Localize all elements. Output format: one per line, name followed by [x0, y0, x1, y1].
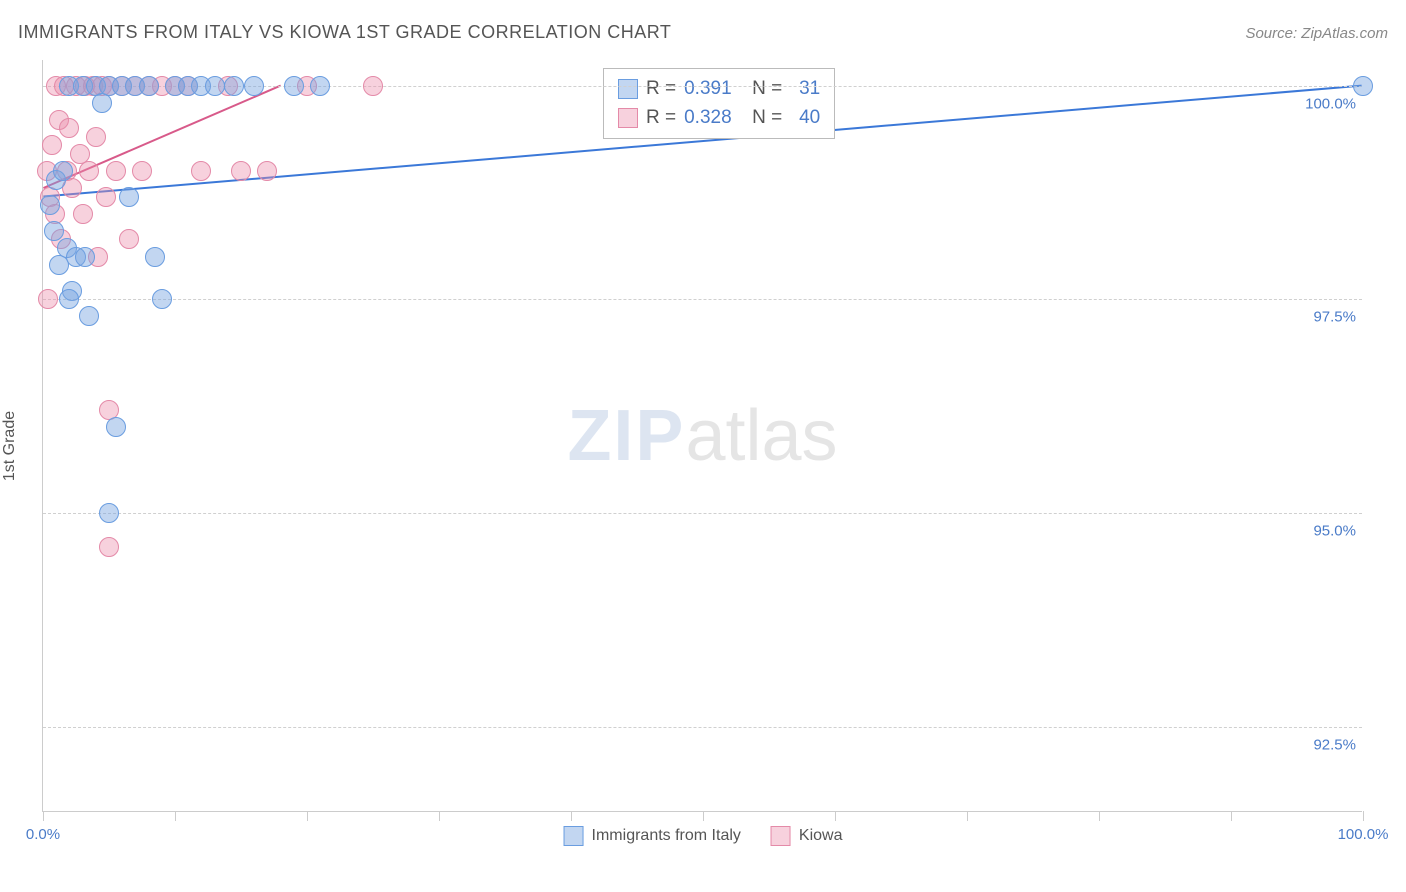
data-point: [99, 537, 119, 557]
stat-r-value: 0.391: [684, 75, 744, 104]
x-tick: [571, 811, 572, 821]
x-tick: [307, 811, 308, 821]
data-point: [86, 127, 106, 147]
stats-legend-row: R = 0.391 N = 31: [618, 75, 820, 104]
x-tick: [439, 811, 440, 821]
legend-swatch: [618, 108, 638, 128]
data-point: [44, 221, 64, 241]
data-point: [191, 161, 211, 181]
stat-n-value: 31: [790, 75, 820, 104]
data-point: [244, 76, 264, 96]
data-point: [99, 503, 119, 523]
legend-item: Kiowa: [771, 826, 843, 846]
data-point: [73, 204, 93, 224]
watermark: ZIPatlas: [567, 395, 837, 477]
x-tick: [835, 811, 836, 821]
stat-r-label: R =: [646, 104, 676, 133]
legend-label: Immigrants from Italy: [592, 827, 741, 845]
legend-item: Immigrants from Italy: [564, 826, 741, 846]
data-point: [119, 229, 139, 249]
data-point: [96, 187, 116, 207]
data-point: [38, 289, 58, 309]
data-point: [59, 289, 79, 309]
data-point: [79, 306, 99, 326]
gridline: [43, 727, 1362, 728]
stats-legend: R = 0.391 N = 31 R = 0.328 N = 40: [603, 68, 835, 139]
legend-swatch: [564, 826, 584, 846]
legend-label: Kiowa: [799, 827, 843, 845]
data-point: [139, 76, 159, 96]
gridline: [43, 299, 1362, 300]
data-point: [1353, 76, 1373, 96]
x-tick: [967, 811, 968, 821]
legend-swatch: [618, 79, 638, 99]
data-point: [132, 161, 152, 181]
data-point: [257, 161, 277, 181]
watermark-part2: atlas: [685, 396, 837, 476]
x-tick: [1231, 811, 1232, 821]
chart-title: IMMIGRANTS FROM ITALY VS KIOWA 1ST GRADE…: [18, 22, 671, 43]
data-point: [119, 187, 139, 207]
data-point: [152, 289, 172, 309]
data-point: [42, 135, 62, 155]
x-tick: [43, 811, 44, 821]
x-tick: [703, 811, 704, 821]
stat-r-label: R =: [646, 75, 676, 104]
data-point: [106, 161, 126, 181]
data-point: [106, 417, 126, 437]
data-point: [145, 247, 165, 267]
y-tick-label: 100.0%: [1305, 95, 1356, 112]
x-tick-label: 100.0%: [1338, 826, 1389, 843]
stat-n-label: N =: [752, 104, 782, 133]
y-tick-label: 97.5%: [1313, 309, 1356, 326]
gridline: [43, 513, 1362, 514]
stat-n-label: N =: [752, 75, 782, 104]
y-tick-label: 92.5%: [1313, 736, 1356, 753]
data-point: [59, 118, 79, 138]
x-tick: [1099, 811, 1100, 821]
data-point: [284, 76, 304, 96]
y-axis-label: 1st Grade: [1, 411, 19, 481]
data-point: [75, 247, 95, 267]
data-point: [205, 76, 225, 96]
data-point: [79, 161, 99, 181]
stat-n-value: 40: [790, 104, 820, 133]
watermark-part1: ZIP: [567, 396, 685, 476]
data-point: [310, 76, 330, 96]
y-tick-label: 95.0%: [1313, 522, 1356, 539]
data-point: [40, 195, 60, 215]
x-tick-label: 0.0%: [26, 826, 60, 843]
data-point: [231, 161, 251, 181]
x-tick: [1363, 811, 1364, 821]
data-point: [92, 93, 112, 113]
plot-area: ZIPatlas R = 0.391 N = 31 R = 0.328 N = 40 92.5…: [42, 60, 1362, 812]
stat-r-value: 0.328: [684, 104, 744, 133]
data-point: [53, 161, 73, 181]
data-point: [224, 76, 244, 96]
data-point: [363, 76, 383, 96]
x-tick: [175, 811, 176, 821]
legend-swatch: [771, 826, 791, 846]
stats-legend-row: R = 0.328 N = 40: [618, 104, 820, 133]
source-label: Source: ZipAtlas.com: [1245, 25, 1388, 42]
series-legend: Immigrants from Italy Kiowa: [564, 826, 843, 846]
